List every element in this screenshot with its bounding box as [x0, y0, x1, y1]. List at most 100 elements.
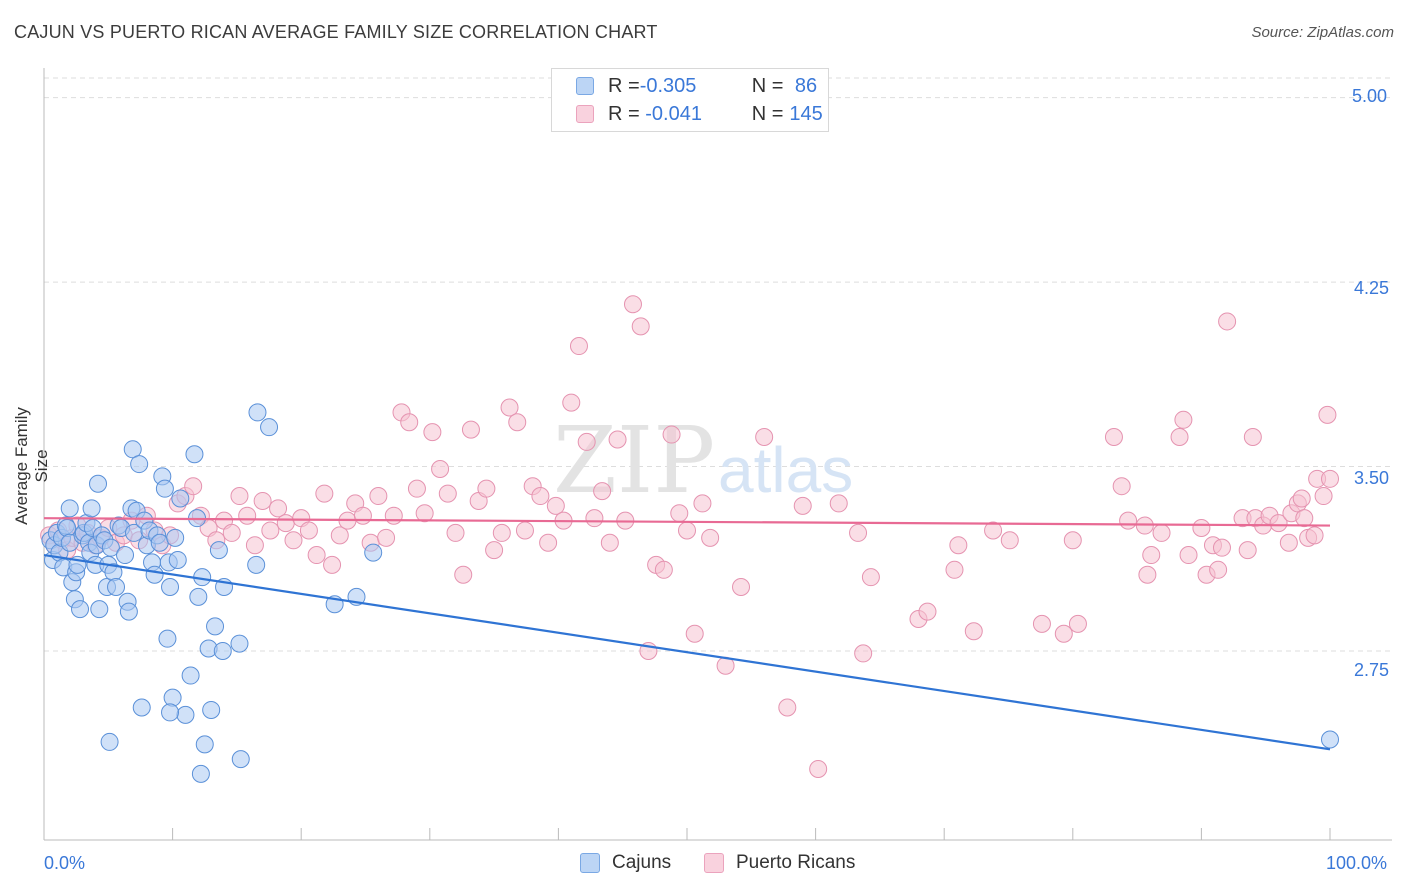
cajun-point — [1321, 730, 1339, 749]
cajun-point — [100, 732, 119, 751]
puerto-rican-point — [299, 521, 318, 540]
puerto-rican-point — [755, 428, 774, 447]
puerto-rican-point — [732, 578, 751, 597]
puerto-rican-point — [1269, 514, 1288, 533]
puerto-rican-point — [1192, 519, 1211, 537]
puerto-rican-point — [945, 560, 964, 579]
puerto-rican-point — [253, 491, 272, 510]
puerto-rican-point — [492, 523, 511, 542]
puerto-rican-point — [461, 420, 480, 439]
puerto-rican-point — [1000, 531, 1019, 550]
cajun-point — [209, 541, 228, 560]
puerto-rican-point — [1292, 489, 1311, 508]
cajun-point — [107, 578, 126, 597]
watermark-zip: ZIP — [553, 407, 715, 514]
puerto-rican-point — [400, 413, 419, 432]
puerto-rican-point — [269, 499, 288, 518]
puerto-rican-point — [184, 477, 203, 496]
puerto-rican-point — [849, 523, 868, 542]
puerto-rican-point — [230, 487, 249, 506]
cajun-point — [202, 700, 221, 719]
grid-lines — [44, 77, 1392, 652]
puerto-rican-point — [431, 459, 450, 478]
puerto-rican-point — [1321, 469, 1339, 488]
puerto-rican-trend-line — [43, 517, 1331, 527]
cajun-point — [90, 600, 109, 619]
legend-row-cajuns: R = -0.305 N = 86 — [576, 74, 817, 98]
puerto-rican-point — [284, 531, 303, 550]
puerto-rican-point — [1279, 533, 1298, 552]
legend-label-cajuns: Cajuns — [612, 852, 672, 873]
puerto-rican-point — [438, 484, 457, 503]
y-tick-label: 2.75 — [1354, 660, 1390, 680]
legend-swatch-cajuns — [576, 77, 594, 95]
cajun-point — [206, 617, 225, 636]
puerto-rican-point — [500, 398, 519, 417]
legend-row-puerto-ricans: R = -0.041 N = 145 — [576, 102, 823, 126]
puerto-rican-point — [377, 528, 396, 547]
puerto-rican-point — [546, 496, 565, 515]
puerto-rican-point — [1305, 526, 1324, 545]
puerto-rican-point — [515, 521, 534, 540]
cajun-point — [150, 533, 169, 552]
puerto-rican-point — [829, 494, 848, 513]
puerto-rican-point — [778, 698, 797, 717]
cajun-point — [145, 565, 164, 584]
puerto-rican-point — [1142, 546, 1161, 565]
puerto-rican-point — [261, 521, 280, 540]
y-tick-label: 5.00 — [1352, 86, 1388, 106]
cajun-point — [155, 479, 174, 498]
puerto-rican-point — [964, 622, 983, 641]
y-tick-label: 4.25 — [1354, 278, 1390, 298]
puerto-rican-point — [485, 541, 504, 560]
legend-n-label: N = — [751, 74, 784, 97]
watermark-atlas: atlas — [718, 434, 853, 506]
cajun-point — [191, 764, 210, 783]
cajun-point — [248, 403, 267, 422]
puerto-rican-point — [1238, 541, 1257, 560]
puerto-rican-point — [245, 536, 264, 555]
cajun-point — [166, 528, 185, 547]
puerto-rican-point — [984, 521, 1003, 540]
cajun-point — [58, 519, 77, 537]
puerto-rican-point — [1212, 538, 1231, 557]
legend-item-puerto-ricans[interactable]: Puerto Ricans — [704, 852, 855, 874]
cajun-point — [213, 641, 232, 660]
cajun-point — [163, 688, 182, 707]
cajun-point — [231, 750, 250, 769]
source-label: Source: ZipAtlas.com — [1251, 24, 1394, 41]
puerto-rican-point — [531, 487, 550, 506]
trend-lines — [43, 517, 1331, 751]
puerto-rican-point — [446, 523, 465, 542]
puerto-rican-point — [222, 523, 241, 542]
legend-item-cajuns[interactable]: Cajuns — [580, 852, 671, 874]
puerto-rican-point — [1104, 428, 1123, 447]
legend-label-puerto-ricans: Puerto Ricans — [736, 852, 856, 873]
cajun-point — [130, 455, 149, 474]
cajun-point — [71, 600, 90, 619]
puerto-rican-point — [1032, 614, 1051, 633]
cajun-point — [260, 418, 279, 437]
puerto-rican-point — [1138, 565, 1157, 584]
puerto-rican-point — [1174, 410, 1193, 429]
legend-n-label: N = — [751, 102, 784, 125]
puerto-rican-point — [1179, 546, 1198, 565]
cajun-point — [189, 587, 208, 606]
puerto-rican-point — [1152, 523, 1171, 542]
puerto-rican-point — [854, 644, 873, 663]
cajun-point — [161, 703, 180, 722]
puerto-rican-point — [1054, 624, 1073, 643]
x-tick-label-max: 100.0% — [1326, 853, 1388, 873]
puerto-rican-point — [353, 506, 372, 525]
legend-r-value: -0.305 — [639, 74, 697, 97]
puerto-rican-point — [685, 624, 704, 643]
puerto-rican-point — [600, 533, 619, 552]
puerto-rican-point — [577, 432, 596, 451]
chart-title: CAJUN VS PUERTO RICAN AVERAGE FAMILY SIZ… — [14, 22, 658, 42]
cajun-point — [176, 705, 195, 724]
axes — [43, 68, 1392, 841]
puerto-rican-point — [539, 533, 558, 552]
puerto-rican-point — [508, 413, 527, 432]
puerto-rican-point — [593, 482, 612, 501]
legend-swatch-puerto-ricans — [704, 853, 724, 873]
